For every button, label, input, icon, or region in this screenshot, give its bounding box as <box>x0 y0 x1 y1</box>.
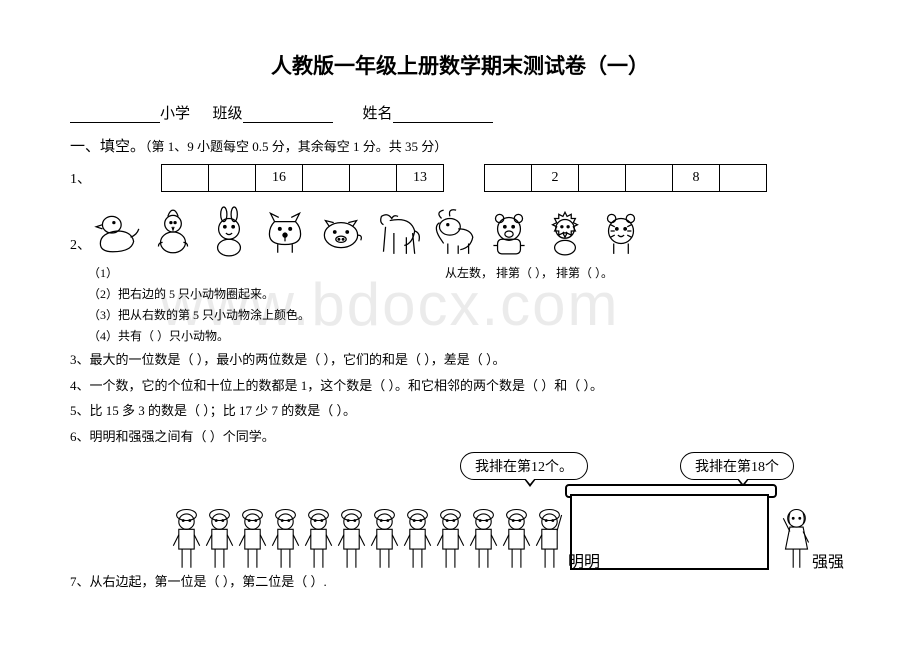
q1b-cell <box>579 165 626 192</box>
class-blank <box>243 106 333 123</box>
kid-icon <box>467 504 500 570</box>
q2-sub2: （2）把右边的 5 只小动物圈起来。 <box>88 285 850 302</box>
q1a-cell <box>303 165 350 192</box>
animal-dog-icon <box>259 206 311 258</box>
q2-number: 2、 <box>70 234 91 254</box>
animal-pig-icon <box>315 206 367 258</box>
school-blank <box>70 106 160 123</box>
animal-goat-icon <box>427 206 479 258</box>
name-blank <box>393 106 493 123</box>
speech-bubble-left: 我排在第12个。 <box>460 452 588 480</box>
section-note: （第 1、9 小题每空 0.5 分，其余每空 1 分。共 35 分） <box>145 139 447 154</box>
animal-rabbit-icon <box>203 206 255 258</box>
q1-number: 1、 <box>70 168 91 188</box>
animal-bear-icon <box>483 206 535 258</box>
q2-sub1: （1） 从左数， 排第（ ）， 排第（ ）。 <box>88 264 850 281</box>
kid-qiangqiang-icon <box>780 504 813 570</box>
q1b-cell <box>485 165 532 192</box>
page-title: 人教版一年级上册数学期末测试卷（一） <box>70 50 850 80</box>
q1b-cell <box>720 165 767 192</box>
question-6: 6、明明和强强之间有（ ）个同学。 <box>70 427 850 447</box>
q1a-cell <box>162 165 209 192</box>
q1a-cell: 16 <box>256 165 303 192</box>
section-heading-text: 一、填空。 <box>70 139 145 155</box>
kid-icon <box>335 504 368 570</box>
kid-mingming-icon <box>533 504 566 570</box>
name-label: 姓名 <box>363 106 393 122</box>
animal-lion-icon <box>539 206 591 258</box>
question-3: 3、最大的一位数是（ ），最小的两位数是（ ），它们的和是（ ），差是（ ）。 <box>70 350 850 370</box>
q1a-cell <box>350 165 397 192</box>
kids-row <box>170 504 566 570</box>
q1-sequence-b: 2 8 <box>484 164 767 192</box>
kid-icon <box>302 504 335 570</box>
question-2: 2、 <box>70 202 850 260</box>
animal-chicken-icon <box>147 206 199 258</box>
question-4: 4、一个数，它的个位和十位上的数都是 1，这个数是（ ）。和它相邻的两个数是（ … <box>70 376 850 396</box>
question-5: 5、比 15 多 3 的数是（ ）；比 17 少 7 的数是（ ）。 <box>70 401 850 421</box>
q1a-cell: 13 <box>397 165 444 192</box>
kid-icon <box>401 504 434 570</box>
question-1: 1、 16 13 2 8 <box>70 164 850 192</box>
question-7: 7、从右边起，第一位是（ ），第二位是（ ）. <box>70 572 850 592</box>
q1b-cell <box>626 165 673 192</box>
kid-icon <box>203 504 236 570</box>
animal-horse-icon <box>371 206 423 258</box>
school-suffix: 小学 <box>160 106 190 122</box>
name-qiangqiang: 强强 <box>812 548 844 572</box>
q1a-cell <box>209 165 256 192</box>
q1-sequence-a: 16 13 <box>161 164 444 192</box>
name-mingming: 明明 <box>568 548 600 572</box>
kid-icon <box>269 504 302 570</box>
section-1-heading: 一、填空。（第 1、9 小题每空 0.5 分，其余每空 1 分。共 35 分） <box>70 135 850 156</box>
kid-icon <box>434 504 467 570</box>
student-info-line: 小学 班级 姓名 <box>70 102 850 123</box>
kid-icon <box>170 504 203 570</box>
q6-illustration: 我排在第12个。 我排在第18个 明明 强强 <box>170 452 850 570</box>
animals-row <box>91 206 647 258</box>
q1b-cell: 2 <box>532 165 579 192</box>
animal-duck-icon <box>91 206 143 258</box>
q2-sub3: （3）把从右数的第 5 只小动物涂上颜色。 <box>88 306 850 323</box>
kid-icon <box>236 504 269 570</box>
kid-icon <box>500 504 533 570</box>
speech-bubble-right: 我排在第18个 <box>680 452 794 480</box>
class-label: 班级 <box>213 106 243 122</box>
q1b-cell: 8 <box>673 165 720 192</box>
q2-sub4: （4）共有（ ）只小动物。 <box>88 327 850 344</box>
animal-tiger-icon <box>595 206 647 258</box>
kid-icon <box>368 504 401 570</box>
